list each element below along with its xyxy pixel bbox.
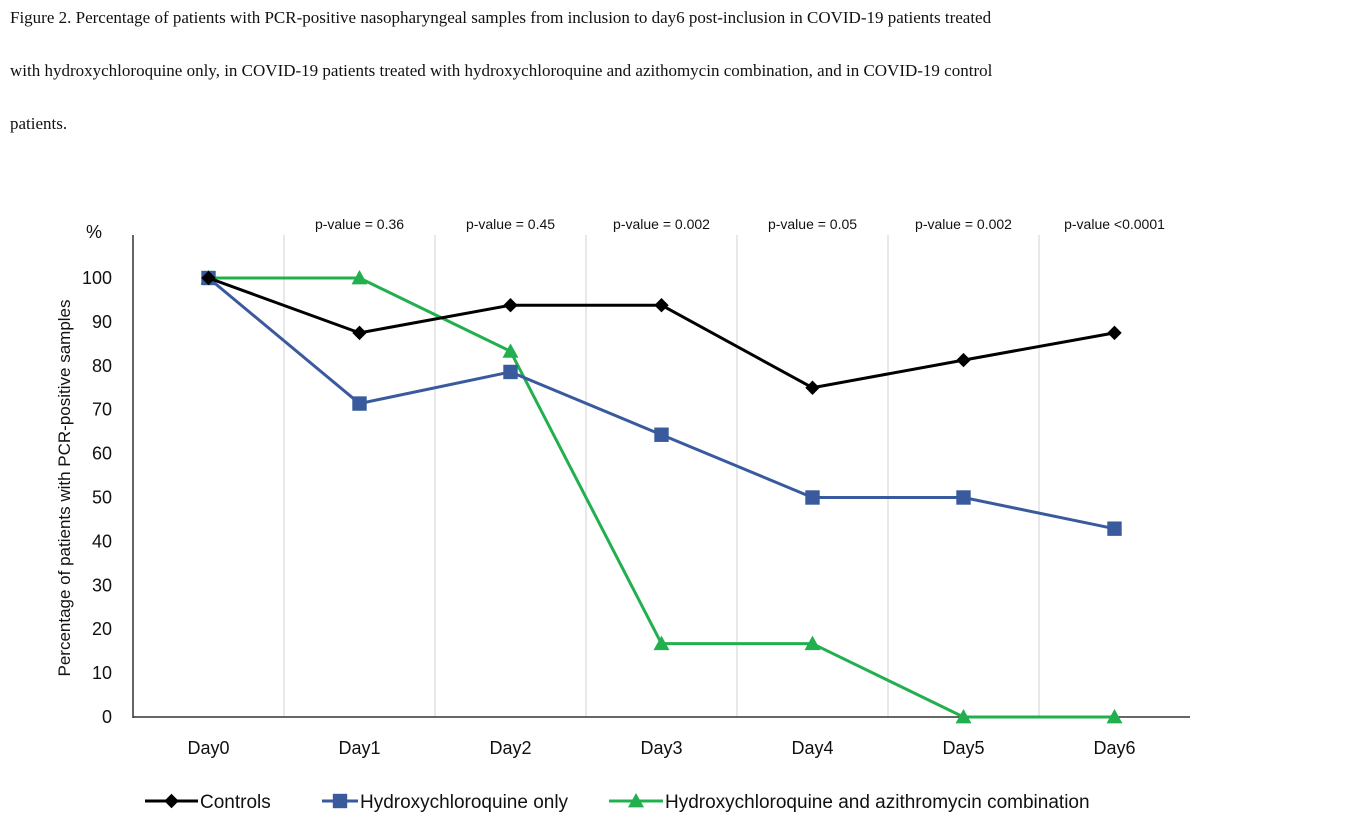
marker-square	[352, 396, 367, 411]
y-tick-label: 70	[92, 400, 112, 420]
marker-diamond	[1107, 325, 1122, 341]
y-tick-label: 100	[82, 268, 112, 288]
y-tick-label: 30	[92, 575, 112, 595]
legend-label: Hydroxychloroquine only	[360, 792, 569, 813]
y-tick-label: 90	[92, 312, 112, 332]
y-tick-label: 50	[92, 488, 112, 508]
x-tick-label: Day2	[489, 738, 531, 758]
marker-triangle	[628, 793, 644, 808]
series-line	[208, 276, 1115, 719]
legend-item: Controls	[145, 792, 271, 813]
series-line	[207, 276, 1115, 531]
caption-line-2: with hydroxychloroquine only, in COVID-1…	[10, 61, 993, 80]
x-tick-labels: Day0 Day1 Day2 Day3 Day4 Day5 Day6	[187, 738, 1135, 758]
legend-label: Controls	[200, 792, 271, 813]
x-tick-label: Day5	[942, 738, 984, 758]
x-tick-label: Day4	[791, 738, 833, 758]
marker-triangle	[804, 635, 821, 651]
x-tick-label: Day6	[1093, 738, 1135, 758]
y-tick-label: 10	[92, 663, 112, 683]
p-value-label: p-value = 0.002	[613, 216, 710, 232]
series-square	[201, 270, 1122, 536]
legend: Controls Hydroxychloroquine only Hydroxych…	[145, 792, 1090, 813]
marker-triangle	[653, 635, 670, 651]
marker-triangle	[1106, 709, 1123, 724]
caption-line-3: patients.	[10, 114, 68, 133]
y-tick-labels: 0 10 20 30 40 50 60 70 80 90 100	[82, 268, 112, 727]
p-value-label: p-value <0.0001	[1064, 216, 1165, 232]
x-tick-label: Day1	[338, 738, 380, 758]
y-tick-label: 0	[102, 707, 112, 727]
marker-diamond	[805, 380, 820, 395]
marker-diamond	[956, 352, 971, 368]
series-diamond	[201, 270, 1122, 395]
legend-item: Hydroxychloroquine only	[322, 792, 569, 813]
p-value-annotations: p-value = 0.36 p-value = 0.45 p-value = 0.…	[315, 216, 1165, 232]
series-triangle	[200, 270, 1123, 724]
marker-square	[503, 364, 518, 380]
marker-square	[654, 427, 669, 442]
marker-triangle	[502, 343, 519, 358]
marker-triangle	[351, 270, 368, 285]
p-value-label: p-value = 0.05	[768, 216, 857, 232]
y-tick-label: 20	[92, 619, 112, 639]
marker-triangle	[955, 709, 972, 724]
marker-diamond	[503, 298, 518, 313]
legend-label: Hydroxychloroquine and azithromycin comb…	[665, 792, 1090, 813]
marker-diamond	[201, 270, 216, 286]
marker-diamond	[164, 793, 179, 809]
caption-line-1: Figure 2. Percentage of patients with PC…	[10, 8, 992, 27]
y-axis-label: Percentage of patients with PCR-positive…	[55, 299, 74, 676]
marker-diamond	[352, 325, 367, 341]
legend-item: Hydroxychloroquine and azithromycin comb…	[609, 792, 1090, 813]
y-tick-label: 80	[92, 356, 112, 376]
x-tick-label: Day3	[640, 738, 682, 758]
data-series	[200, 270, 1123, 724]
y-axis-unit: %	[86, 222, 102, 242]
p-value-label: p-value = 0.36	[315, 216, 404, 232]
marker-square	[956, 490, 971, 505]
y-tick-label: 60	[92, 444, 112, 464]
x-tick-label: Day0	[187, 738, 229, 758]
y-tick-label: 40	[92, 531, 112, 551]
marker-square	[332, 793, 348, 809]
p-value-label: p-value = 0.002	[915, 216, 1012, 232]
marker-square	[1107, 521, 1122, 536]
marker-square	[805, 490, 820, 505]
marker-diamond	[654, 298, 669, 313]
series-line	[207, 276, 1115, 390]
p-value-label: p-value = 0.45	[466, 216, 555, 232]
